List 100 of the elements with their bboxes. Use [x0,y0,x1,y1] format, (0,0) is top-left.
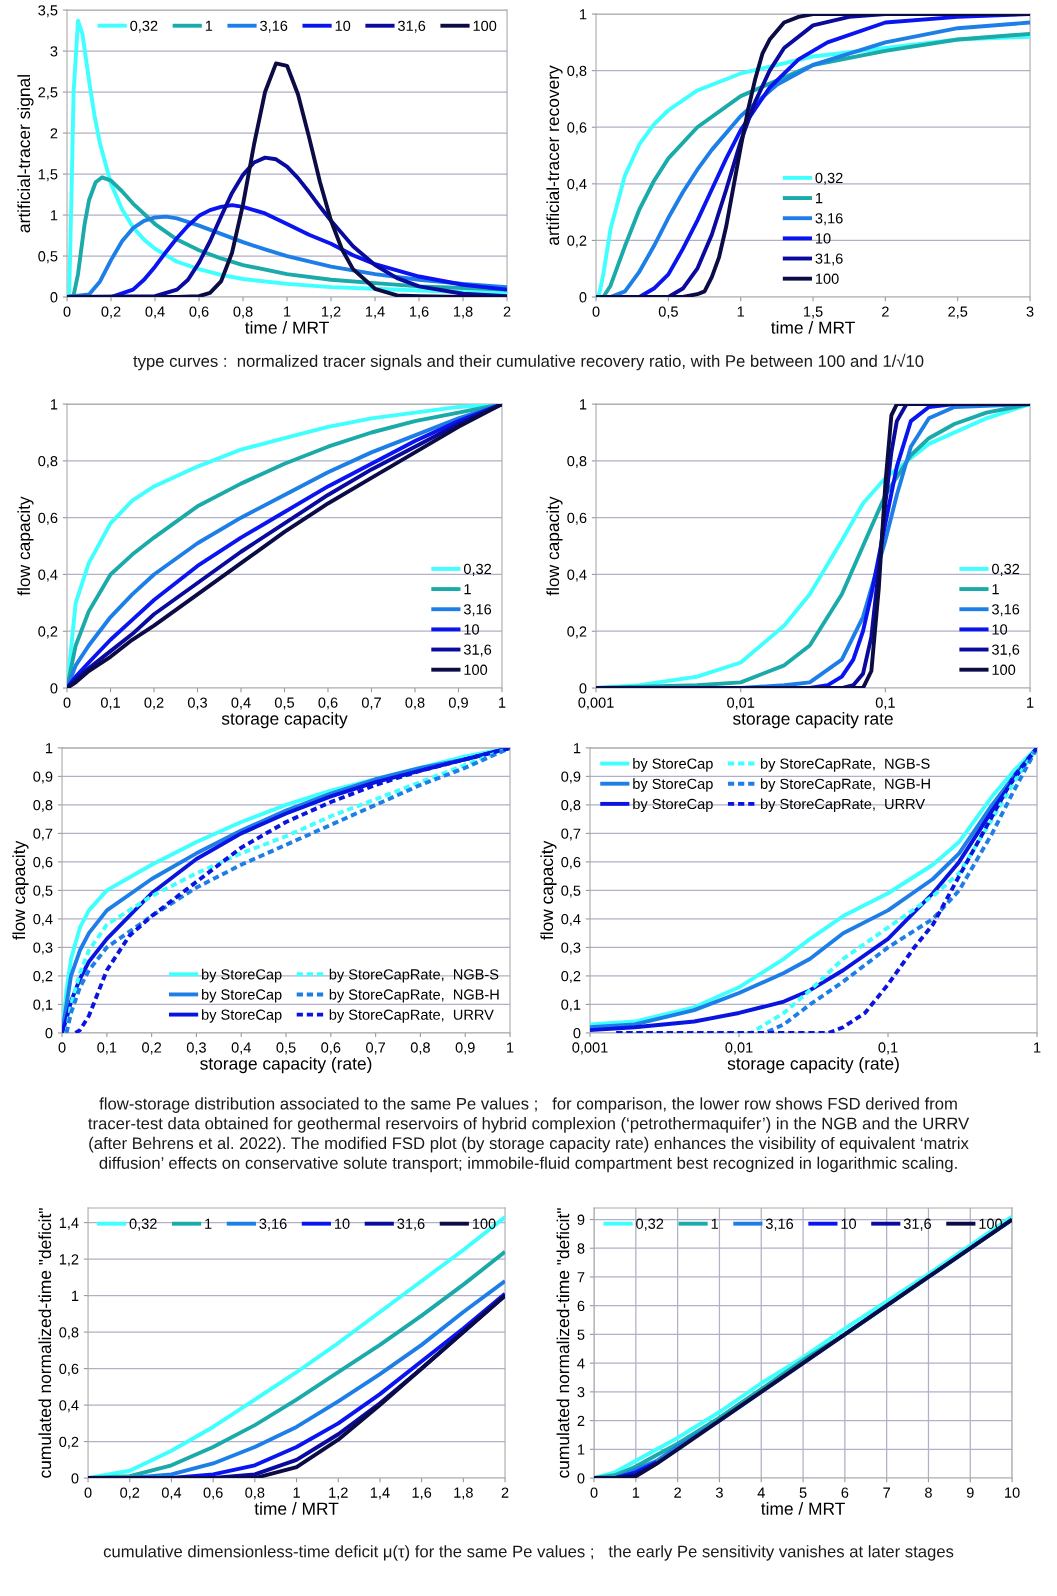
x-tick-label: 0,8 [245,1487,265,1500]
x-tick-label: 1 [499,697,506,708]
y-tick-label: 0,3 [33,942,53,955]
y-tick-label: 0,1 [33,999,53,1012]
y-tick-label: 3,5 [38,5,58,18]
text: type curves : normalized tracer signals and their cumulative recovery ratio, with Pe between 100 and 1/√10 [133,353,924,371]
y-tick-label: 6 [577,1300,585,1312]
y-axis-title: flow capacity [12,840,29,940]
legend-label: 3,16 [815,213,843,226]
y-tick-label: 0 [573,1028,581,1039]
x-tick-label: 1 [737,306,745,317]
legend-label: 0,32 [815,172,843,185]
x-tick-label: 0,3 [187,697,207,710]
x-tick-label: 1,4 [370,1487,390,1500]
x-axis-title: storage capacity rate [732,712,893,729]
y-axis-title: artificial-tracer signal [17,75,34,233]
legend-label: 0,32 [636,1218,664,1231]
legend-label: 10 [992,624,1008,635]
x-tick-label: 0,2 [142,1042,162,1055]
x-tick-label: 2,5 [948,306,968,319]
legend-label: 1 [205,1218,212,1229]
y-tick-label: 0,7 [561,828,581,841]
x-tick-label: 0,2 [101,306,121,319]
y-tick-label: 7 [577,1272,585,1283]
y-tick-label: 0,6 [567,512,587,525]
y-tick-label: 0 [577,1473,585,1484]
y-tick-label: 2,5 [38,87,58,100]
legend-label: 100 [992,664,1016,675]
x-tick-label: 0,001 [578,697,614,710]
y-axis-title: flow capacity [546,496,563,596]
y-tick-label: 0,5 [33,885,53,898]
x-tick-label: 1,5 [804,306,823,319]
y-tick-label: 2 [50,128,58,139]
legend-label: 10 [841,1218,857,1229]
legend-label: by StoreCap [202,988,282,1003]
legend-label: 31,6 [397,1218,425,1231]
x-tick-label: 0 [592,306,600,317]
text: cumulative dimensionless-time deficit μ(τ) for the same Pe values ; the early Pe sensitivity vanishes at later stages [103,1545,954,1561]
x-tick-label: 0,8 [405,697,425,710]
x-tick-label: 10 [1005,1487,1020,1498]
x-tick-label: 0,3 [186,1042,206,1055]
x-tick-label: 1 [284,306,291,317]
legend-label: 31,6 [463,644,492,657]
x-tick-label: 1,2 [329,1487,348,1500]
y-tick-label: 1,2 [59,1254,79,1267]
y-tick-label: 0,4 [567,178,587,191]
y-tick-label: 0,1 [561,999,581,1012]
x-tick-label: 0,5 [276,1042,296,1055]
x-axis-title: storage capacity (rate) [200,1056,372,1074]
x-tick-label: 0,7 [361,697,381,710]
y-tick-label: 0,5 [38,251,58,264]
x-axis-title: time / MRT [254,1502,339,1515]
y-tick-label: 2 [577,1415,585,1426]
x-tick-label: 0,8 [233,306,253,319]
y-tick-label: 0,9 [33,771,53,784]
legend-label: 0,32 [129,1218,157,1231]
x-tick-label: 7 [883,1487,890,1498]
x-tick-label: 1,2 [322,306,341,319]
y-tick-label: 0,8 [567,455,587,469]
legend-label: 1 [992,584,999,595]
legend-label: by StoreCap [202,968,282,983]
x-tick-label: 1,6 [410,306,429,319]
x-tick-label: 0 [84,1487,92,1498]
x-tick-label: 0,1 [97,1042,117,1055]
y-tick-label: 3 [50,46,58,57]
legend-label: 10 [335,20,351,31]
y-tick-label: 9 [577,1214,585,1225]
legend-label: 100 [816,273,839,284]
y-tick-label: 0,4 [561,914,581,927]
legend-label: 10 [816,233,831,244]
y-tick-label: 0,8 [38,455,58,469]
legend-label: 3,16 [463,604,492,617]
y-tick-label: 0,4 [567,569,587,582]
legend-label: by StoreCap [633,798,713,812]
legend-label: 1 [205,20,213,31]
legend-label: 100 [473,20,497,31]
y-tick-label: 1 [573,743,581,754]
x-tick-label: 0,2 [144,697,164,710]
x-tick-label: 3 [1026,306,1034,317]
y-tick-label: 0,8 [567,65,587,78]
legend-label: by StoreCap [202,1009,282,1023]
legend-label: 100 [472,1218,496,1229]
legend-label: 10 [464,624,480,635]
x-tick-label: 0,1 [878,1042,898,1055]
legend-label: by StoreCapRate, NGB-H [760,778,930,792]
y-tick-label: 0 [45,1028,53,1039]
x-axis-title: storage capacity [221,712,348,729]
y-tick-label: 1 [50,210,58,221]
y-tick-label: 1 [72,1290,79,1301]
y-tick-label: 4 [577,1358,585,1369]
legend-label: 31,6 [903,1218,932,1231]
y-axis-title: cumulated normalized-time "deficit" [38,1208,52,1478]
x-tick-label: 4 [757,1487,765,1498]
x-tick-label: 2 [882,306,889,317]
legend-label: 3,16 [992,604,1020,617]
y-tick-label: 5 [577,1329,585,1340]
x-tick-label: 0,01 [725,1042,753,1055]
x-axis-title: time / MRT [761,1502,845,1515]
x-tick-label: 0,6 [321,1042,341,1055]
x-tick-label: 0,1 [100,697,120,710]
